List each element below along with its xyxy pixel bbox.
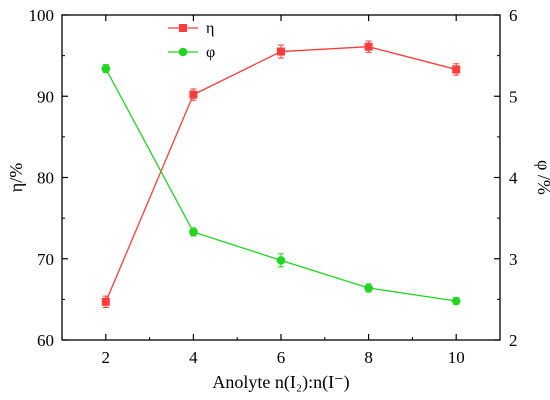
left-y-tick-label: 100	[29, 6, 55, 25]
series-layer	[101, 40, 461, 308]
left-y-tick-label: 80	[37, 169, 54, 188]
plot-area: 2 4 6 8 10 60 70 80 90 100 2 3 4 5 6	[29, 6, 519, 367]
series-eta	[101, 40, 461, 308]
legend-marker-eta	[179, 24, 187, 32]
left-y-tick-label: 90	[37, 87, 54, 106]
x-tick-label: 2	[102, 348, 111, 367]
data-point	[364, 283, 373, 293]
legend-marker-phi	[178, 47, 188, 57]
data-point	[189, 227, 198, 237]
legend: η φ	[168, 20, 215, 61]
right-y-tick-label: 3	[509, 250, 518, 269]
data-point	[189, 90, 198, 99]
right-y-tick-label: 5	[509, 87, 518, 106]
x-tick-label: 6	[277, 348, 286, 367]
data-point	[277, 47, 285, 56]
right-y-tick-label: 6	[509, 6, 518, 25]
data-point	[452, 65, 461, 74]
axis-labels: Anolyte n(I₂):n(I⁻) η/% φ /%	[6, 160, 550, 393]
legend-label-eta: η	[206, 20, 214, 37]
left-y-axis-title: η/%	[6, 163, 26, 192]
data-point	[276, 256, 286, 265]
right-y-tick-label: 4	[509, 169, 518, 188]
x-tick-label: 8	[364, 348, 373, 367]
data-point	[101, 297, 110, 306]
legend-label-phi: φ	[206, 44, 215, 61]
data-point	[451, 296, 461, 306]
left-y-tick-label: 70	[37, 250, 54, 269]
right-y-tick-label: 2	[509, 331, 518, 350]
series-phi	[101, 64, 461, 306]
x-tick-label: 10	[448, 348, 465, 367]
data-point	[364, 42, 373, 51]
x-axis-title: Anolyte n(I₂):n(I⁻)	[212, 372, 349, 393]
x-tick-label: 4	[189, 348, 198, 367]
data-point	[101, 64, 111, 73]
right-y-axis-title: φ /%	[534, 160, 550, 195]
left-y-tick-label: 60	[37, 331, 54, 350]
